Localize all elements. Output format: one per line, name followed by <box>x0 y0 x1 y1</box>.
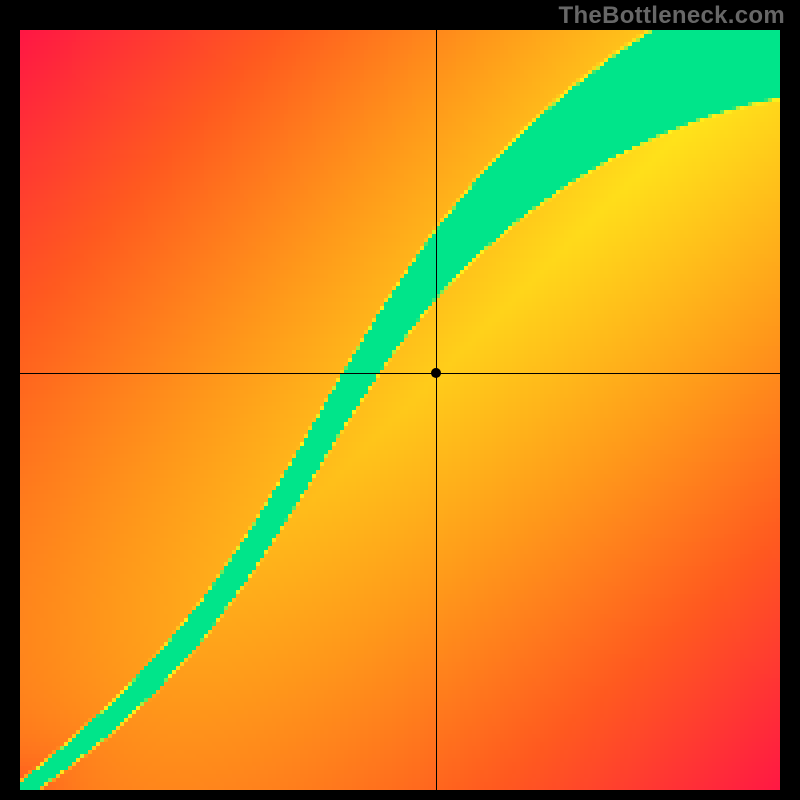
watermark-text: TheBottleneck.com <box>559 2 785 30</box>
chart-container: TheBottleneck.com <box>0 0 800 800</box>
bottleneck-heatmap <box>20 30 780 790</box>
